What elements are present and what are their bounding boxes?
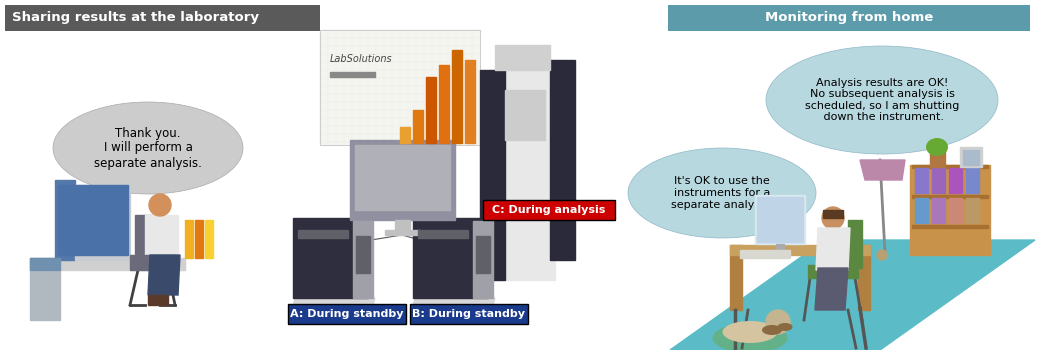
- Polygon shape: [320, 30, 480, 145]
- Polygon shape: [740, 250, 790, 258]
- Polygon shape: [356, 236, 370, 273]
- Polygon shape: [145, 215, 178, 255]
- Bar: [320, 30, 480, 145]
- Polygon shape: [770, 250, 790, 255]
- Polygon shape: [912, 195, 988, 198]
- Polygon shape: [395, 220, 410, 230]
- Polygon shape: [815, 268, 848, 310]
- Polygon shape: [808, 265, 858, 278]
- Polygon shape: [757, 197, 803, 242]
- FancyBboxPatch shape: [483, 200, 615, 220]
- Polygon shape: [400, 127, 410, 143]
- Polygon shape: [30, 258, 185, 270]
- Ellipse shape: [926, 138, 948, 156]
- Polygon shape: [293, 218, 368, 298]
- Polygon shape: [58, 185, 128, 255]
- Polygon shape: [185, 220, 193, 258]
- Polygon shape: [413, 298, 495, 306]
- Circle shape: [766, 310, 790, 334]
- Circle shape: [822, 207, 844, 229]
- Text: Monitoring from home: Monitoring from home: [764, 12, 933, 24]
- Polygon shape: [858, 245, 870, 310]
- Polygon shape: [148, 295, 168, 305]
- Text: A: During standby: A: During standby: [290, 309, 404, 319]
- Polygon shape: [385, 230, 420, 235]
- Polygon shape: [776, 244, 784, 250]
- Ellipse shape: [723, 321, 778, 343]
- Polygon shape: [730, 245, 870, 255]
- Polygon shape: [413, 218, 488, 298]
- Ellipse shape: [778, 323, 792, 331]
- FancyBboxPatch shape: [668, 5, 1030, 31]
- Polygon shape: [932, 168, 945, 193]
- Polygon shape: [30, 258, 60, 320]
- Text: It's OK to use the
instruments for a
separate analysis.: It's OK to use the instruments for a sep…: [671, 176, 773, 210]
- Polygon shape: [910, 165, 990, 255]
- Ellipse shape: [53, 102, 243, 194]
- Polygon shape: [960, 147, 982, 167]
- FancyBboxPatch shape: [5, 5, 320, 31]
- FancyBboxPatch shape: [410, 304, 528, 324]
- Polygon shape: [473, 221, 493, 298]
- Polygon shape: [465, 60, 475, 143]
- Ellipse shape: [628, 148, 816, 238]
- Polygon shape: [848, 220, 862, 268]
- Polygon shape: [452, 50, 462, 143]
- Polygon shape: [350, 140, 456, 220]
- Circle shape: [149, 194, 171, 216]
- Polygon shape: [816, 228, 850, 270]
- FancyBboxPatch shape: [288, 304, 406, 324]
- Polygon shape: [135, 215, 155, 265]
- Polygon shape: [75, 185, 130, 260]
- Ellipse shape: [712, 323, 787, 350]
- Ellipse shape: [766, 46, 998, 154]
- Polygon shape: [505, 90, 545, 140]
- Text: Sharing results at the laboratory: Sharing results at the laboratory: [12, 12, 259, 24]
- Polygon shape: [480, 70, 505, 280]
- Circle shape: [877, 250, 887, 260]
- Polygon shape: [950, 168, 962, 193]
- Polygon shape: [912, 225, 988, 228]
- Polygon shape: [495, 45, 550, 70]
- Polygon shape: [823, 210, 843, 218]
- Text: Analysis results are OK!
No subsequent analysis is
scheduled, so I am shutting
 : Analysis results are OK! No subsequent a…: [805, 78, 959, 122]
- Polygon shape: [930, 150, 945, 167]
- Text: Thank you.
I will perform a
separate analysis.: Thank you. I will perform a separate ana…: [94, 126, 202, 169]
- Polygon shape: [130, 255, 175, 270]
- Polygon shape: [670, 240, 1035, 350]
- Polygon shape: [912, 165, 988, 168]
- Polygon shape: [500, 60, 555, 280]
- Polygon shape: [755, 195, 805, 244]
- Polygon shape: [950, 198, 962, 223]
- Text: B: During standby: B: During standby: [413, 309, 525, 319]
- Ellipse shape: [762, 325, 782, 335]
- Polygon shape: [205, 220, 213, 258]
- Polygon shape: [730, 245, 742, 310]
- Text: C: During analysis: C: During analysis: [492, 205, 605, 215]
- Polygon shape: [413, 110, 423, 143]
- Polygon shape: [353, 221, 373, 298]
- Polygon shape: [550, 60, 575, 260]
- Polygon shape: [55, 180, 75, 260]
- Polygon shape: [966, 198, 979, 223]
- Polygon shape: [418, 230, 468, 238]
- Polygon shape: [439, 65, 449, 143]
- Polygon shape: [860, 160, 905, 180]
- Polygon shape: [963, 150, 979, 165]
- Polygon shape: [915, 168, 928, 193]
- Polygon shape: [355, 145, 450, 210]
- Polygon shape: [915, 198, 928, 223]
- Polygon shape: [196, 220, 203, 258]
- Polygon shape: [966, 168, 979, 193]
- Polygon shape: [148, 255, 180, 295]
- Polygon shape: [426, 77, 436, 143]
- Polygon shape: [330, 72, 375, 77]
- Polygon shape: [293, 298, 375, 306]
- Polygon shape: [298, 230, 348, 238]
- Polygon shape: [476, 236, 490, 273]
- Polygon shape: [932, 198, 945, 223]
- Text: LabSolutions: LabSolutions: [330, 54, 393, 64]
- Polygon shape: [30, 258, 60, 270]
